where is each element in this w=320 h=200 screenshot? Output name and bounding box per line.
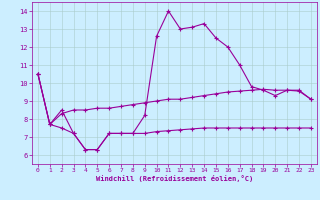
X-axis label: Windchill (Refroidissement éolien,°C): Windchill (Refroidissement éolien,°C) [96, 175, 253, 182]
